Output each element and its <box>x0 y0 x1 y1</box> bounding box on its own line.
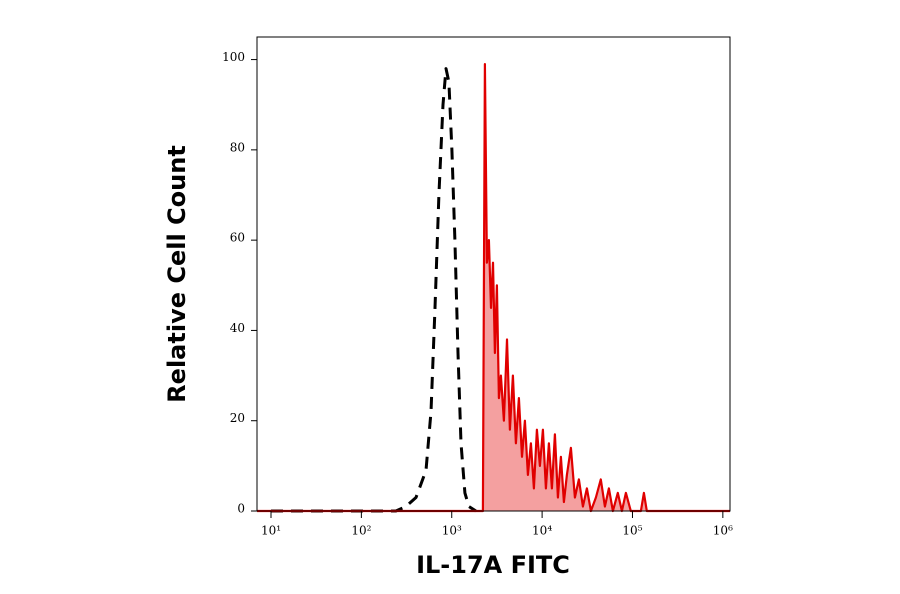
y-tick-label: 80 <box>230 140 245 154</box>
plot-frame <box>256 36 731 512</box>
y-tick-label: 0 <box>237 502 245 516</box>
y-tick-label: 100 <box>222 50 245 64</box>
x-tick-label: 10⁶ <box>713 524 733 538</box>
x-tick-label: 10² <box>351 524 371 538</box>
histogram-line <box>257 62 730 513</box>
x-axis-title: IL-17A FITC <box>416 551 570 579</box>
y-tick-label: 20 <box>230 411 245 425</box>
x-tick-label: 10⁵ <box>622 524 642 538</box>
histogram-line <box>271 67 477 513</box>
x-tick-label: 10³ <box>442 524 462 538</box>
x-tick-label: 10⁴ <box>532 524 552 538</box>
x-tick-label: 10¹ <box>261 524 281 538</box>
y-tick-label: 60 <box>230 231 245 245</box>
y-tick-label: 40 <box>230 321 245 335</box>
y-axis-title: Relative Cell Count <box>163 145 191 403</box>
